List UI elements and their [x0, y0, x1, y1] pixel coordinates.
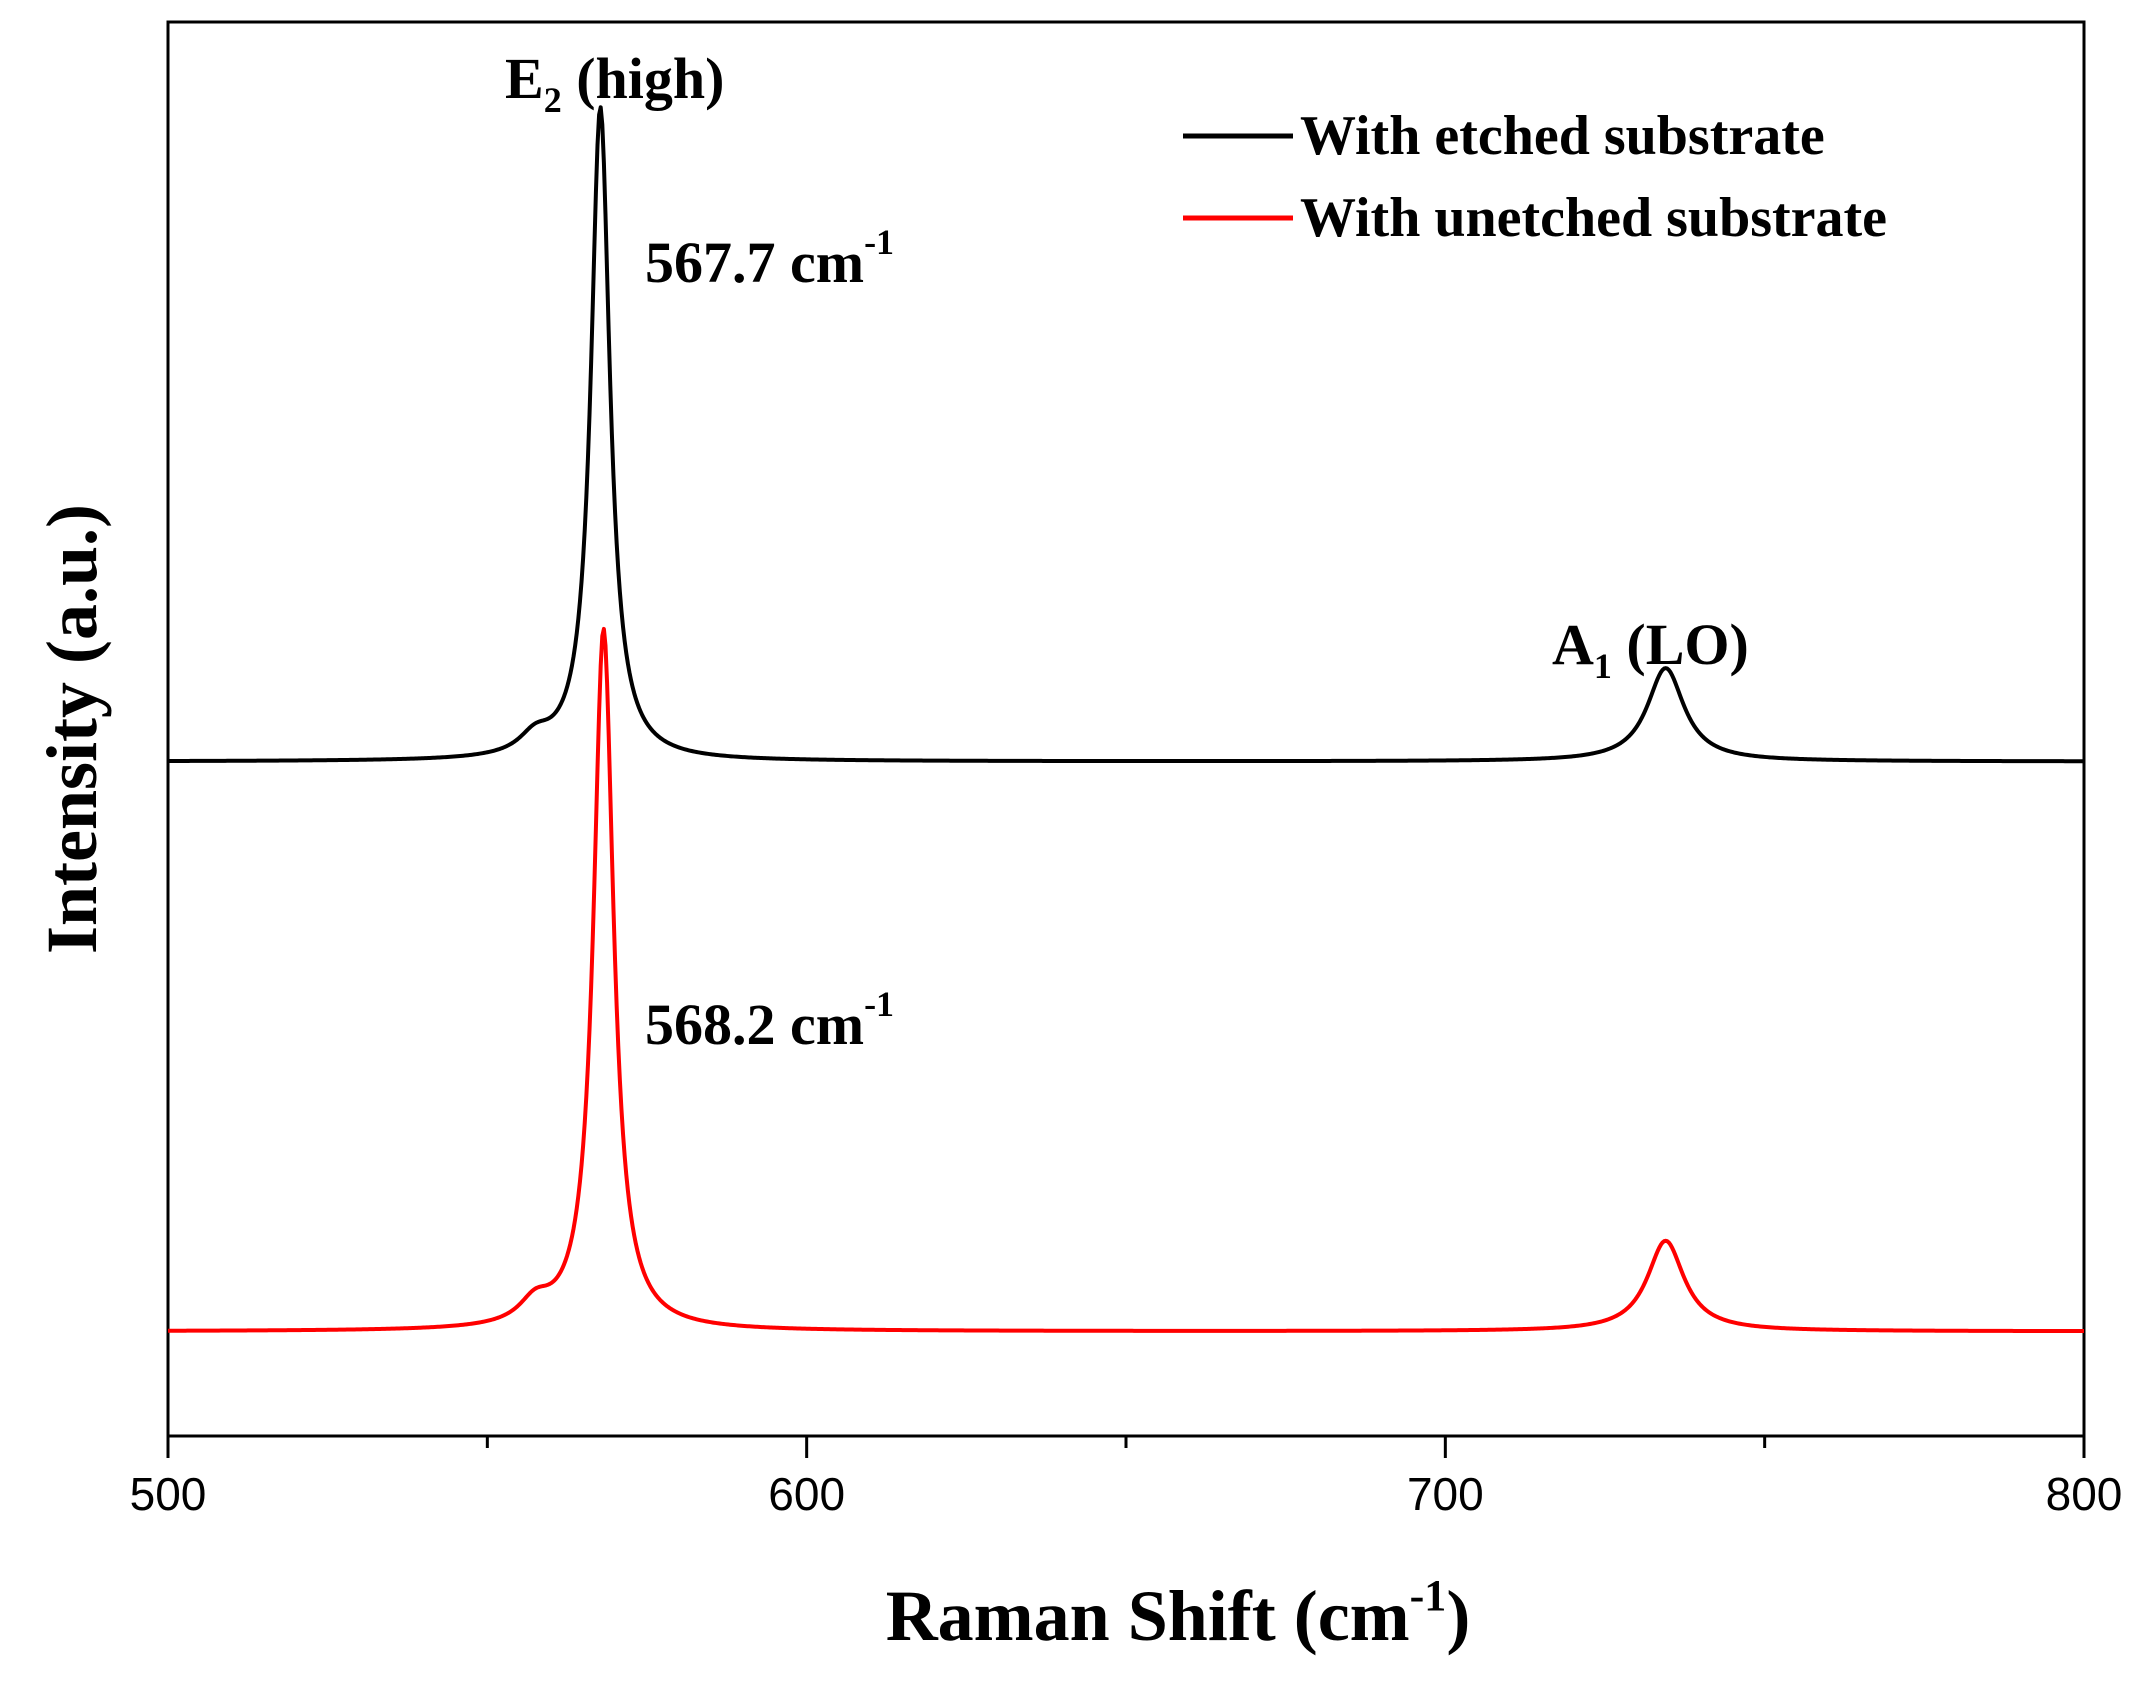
annotation-e2-sub: 2	[544, 80, 562, 120]
x-axis-tick-labels: 500 600 700 800	[130, 1468, 2123, 1520]
y-axis-label: Intensity (a.u.)	[32, 504, 112, 954]
x-tick-label-500: 500	[130, 1468, 207, 1520]
annotation-e2-high: E2 (high)	[505, 46, 724, 120]
legend-label-unetched: With unetched substrate	[1300, 187, 1887, 249]
x-axis-ticks	[166, 1436, 2086, 1458]
annotation-peak-unetched: 568.2 cm-1	[645, 984, 894, 1057]
x-tick-label-600: 600	[768, 1468, 845, 1520]
annotation-a1-tail: (LO)	[1612, 612, 1749, 677]
annotation-peak-etched: 567.7 cm-1	[645, 222, 894, 295]
annotation-a1-lo: A1 (LO)	[1552, 612, 1749, 686]
series-layer	[167, 105, 2085, 1334]
series-line-unetched	[167, 626, 2085, 1334]
x-axis-label: Raman Shift (cm-1)	[886, 1571, 1471, 1656]
annotation-peak-unetched-sup: -1	[864, 984, 894, 1024]
legend: With etched substrate With unetched subs…	[1183, 105, 1887, 249]
x-axis-label-sup: -1	[1410, 1571, 1447, 1620]
legend-label-etched: With etched substrate	[1300, 105, 1825, 167]
annotation-e2-tail: (high)	[562, 46, 725, 111]
annotation-a1-sub: 1	[1594, 646, 1612, 686]
plot-area	[166, 20, 2086, 1458]
x-tick-label-800: 800	[2046, 1468, 2123, 1520]
annotation-a1-main: A	[1552, 612, 1594, 677]
series-line-etched	[167, 105, 2085, 764]
annotation-peak-etched-main: 567.7 cm	[645, 230, 864, 295]
x-axis-label-main: Raman Shift (cm	[886, 1576, 1410, 1656]
annotation-peak-unetched-main: 568.2 cm	[645, 992, 864, 1057]
x-axis-label-tail: )	[1446, 1576, 1470, 1656]
annotation-peak-etched-sup: -1	[864, 222, 894, 262]
annotation-e2-main: E	[505, 46, 544, 111]
x-tick-label-700: 700	[1407, 1468, 1484, 1520]
